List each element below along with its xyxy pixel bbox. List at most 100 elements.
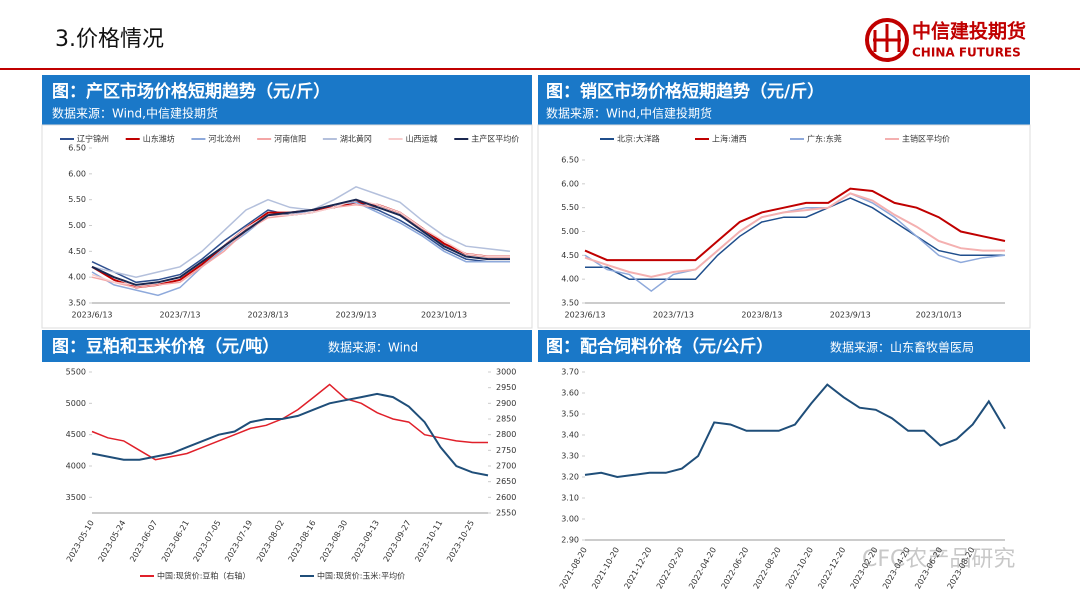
x-tick-label: 2022-02-20 xyxy=(655,546,686,591)
x-tick-label: 2022-12-20 xyxy=(816,546,847,591)
y-tick-label: 4500 xyxy=(66,430,86,439)
legend-label: 北京:大洋路 xyxy=(617,134,660,144)
x-tick-label: 2023-05-10 xyxy=(65,519,96,564)
y-tick-label: 3.60 xyxy=(561,389,579,398)
legend-label: 河南信阳 xyxy=(274,134,306,144)
x-tick-label: 2023-08-30 xyxy=(318,519,349,564)
slide-title: 3.价格情况 xyxy=(55,27,164,52)
legend-label: 山东潍坊 xyxy=(143,134,175,144)
legend-label: 辽宁锦州 xyxy=(77,134,109,144)
title-bar xyxy=(538,330,1030,362)
y-tick-label: 4000 xyxy=(66,462,86,471)
legend-label: 河北沧州 xyxy=(208,134,240,144)
x-tick-label: 2023/7/13 xyxy=(653,311,694,320)
y-tick-label: 3.40 xyxy=(561,431,579,440)
panel xyxy=(41,124,533,329)
y-tick-label: 4.50 xyxy=(561,251,579,260)
legend-label: 主产区平均价 xyxy=(471,134,519,144)
legend-label: 山西运城 xyxy=(406,134,438,144)
x-tick-label: 2023/6/13 xyxy=(564,311,605,320)
x-tick-label: 2022-04-20 xyxy=(687,546,718,591)
y2-tick-label: 2850 xyxy=(496,415,516,424)
logo-en: CHINA FUTURES xyxy=(912,46,1021,60)
x-tick-label: 2023-10-25 xyxy=(445,519,476,564)
series-line xyxy=(91,198,510,286)
y-tick-label: 6.00 xyxy=(68,169,86,178)
x-tick-label: 2023-09-27 xyxy=(382,519,413,564)
y2-tick-label: 3000 xyxy=(496,368,516,377)
legend-label: 中国:现货价:豆粕（右轴） xyxy=(157,571,250,581)
y2-tick-label: 2750 xyxy=(496,446,516,455)
x-tick-label: 2021-08-20 xyxy=(558,546,589,591)
logo-cn: 中信建投期货 xyxy=(912,20,1026,43)
series-line xyxy=(585,197,1005,280)
x-tick-label: 2023/10/13 xyxy=(421,311,467,320)
chart-title: 图：配合饲料价格（元/公斤） xyxy=(546,336,773,357)
chart-source: 数据来源：Wind xyxy=(328,340,418,355)
y-tick-label: 3.70 xyxy=(561,368,579,377)
y-tick-label: 6.00 xyxy=(561,179,579,188)
logo-mark xyxy=(873,24,901,52)
x-tick-label: 2023-10-11 xyxy=(413,519,444,564)
y2-tick-label: 2600 xyxy=(496,493,516,502)
x-tick-label: 2023/6/13 xyxy=(71,311,112,320)
x-tick-label: 2022-06-20 xyxy=(719,546,750,591)
legend-label: 广东:东莞 xyxy=(807,134,842,144)
chart-source: 数据来源：Wind,中信建投期货 xyxy=(52,106,218,121)
y-tick-label: 5000 xyxy=(66,399,86,408)
y-tick-label: 4.00 xyxy=(561,275,579,284)
chart-source: 数据来源：Wind,中信建投期货 xyxy=(546,106,712,121)
series-line xyxy=(584,192,1005,278)
x-tick-label: 2022-10-20 xyxy=(784,546,815,591)
y-tick-label: 3.50 xyxy=(561,299,579,308)
title-bar xyxy=(42,75,532,125)
legend-label: 湖北黄冈 xyxy=(340,134,372,144)
watermark: CFC农产品研究 xyxy=(862,547,1015,572)
series-line xyxy=(584,187,1006,262)
x-tick-label: 2023-08-02 xyxy=(255,519,286,564)
title-bar xyxy=(42,330,532,362)
y2-tick-label: 2700 xyxy=(496,462,516,471)
x-tick-label: 2021-12-20 xyxy=(622,546,653,591)
series-line xyxy=(91,383,488,461)
series-line xyxy=(91,201,510,289)
x-tick-label: 2021-10-20 xyxy=(590,546,621,591)
x-tick-label: 2023-06-07 xyxy=(128,519,159,564)
y-tick-label: 5.00 xyxy=(68,221,86,230)
chart-title: 图：销区市场价格短期趋势（元/斤） xyxy=(546,81,824,102)
y-tick-label: 5.00 xyxy=(561,227,579,236)
y-tick-label: 3.50 xyxy=(561,410,579,419)
x-tick-label: 2023-07-05 xyxy=(192,519,223,564)
chart-source: 数据来源：山东畜牧兽医局 xyxy=(830,340,974,355)
legend-label: 主销区平均价 xyxy=(902,134,950,144)
x-tick-label: 2022-08-20 xyxy=(752,546,783,591)
x-tick-label: 2023-09-13 xyxy=(350,519,381,564)
legend-label: 中国:现货价:玉米:平均价 xyxy=(317,571,405,581)
y-tick-label: 3.50 xyxy=(68,299,86,308)
series-line xyxy=(584,383,1006,479)
y2-tick-label: 2550 xyxy=(496,509,516,518)
x-tick-label: 2023/8/13 xyxy=(247,311,288,320)
x-tick-label: 2023/9/13 xyxy=(830,311,871,320)
x-tick-label: 2023/10/13 xyxy=(916,311,962,320)
y-tick-label: 6.50 xyxy=(561,156,579,165)
y2-tick-label: 2950 xyxy=(496,383,516,392)
y2-tick-label: 2900 xyxy=(496,399,516,408)
y-tick-label: 3.20 xyxy=(561,473,579,482)
y-tick-label: 2.90 xyxy=(561,536,579,545)
x-tick-label: 2023/7/13 xyxy=(159,311,200,320)
series-line xyxy=(91,392,489,477)
y-tick-label: 3.00 xyxy=(561,515,579,524)
chart-title: 图：豆粕和玉米价格（元/吨） xyxy=(52,336,279,357)
x-tick-label: 2023/9/13 xyxy=(335,311,376,320)
y-tick-label: 5.50 xyxy=(561,203,579,212)
x-tick-label: 2023/8/13 xyxy=(741,311,782,320)
series-line xyxy=(584,192,1006,293)
chart-title: 图：产区市场价格短期趋势（元/斤） xyxy=(52,81,330,102)
y2-tick-label: 2800 xyxy=(496,430,516,439)
panel xyxy=(537,124,1031,329)
y-tick-label: 3.10 xyxy=(561,494,579,503)
y-tick-label: 3500 xyxy=(66,493,86,502)
series-line xyxy=(91,185,511,278)
x-tick-label: 2023-05-24 xyxy=(97,519,128,564)
